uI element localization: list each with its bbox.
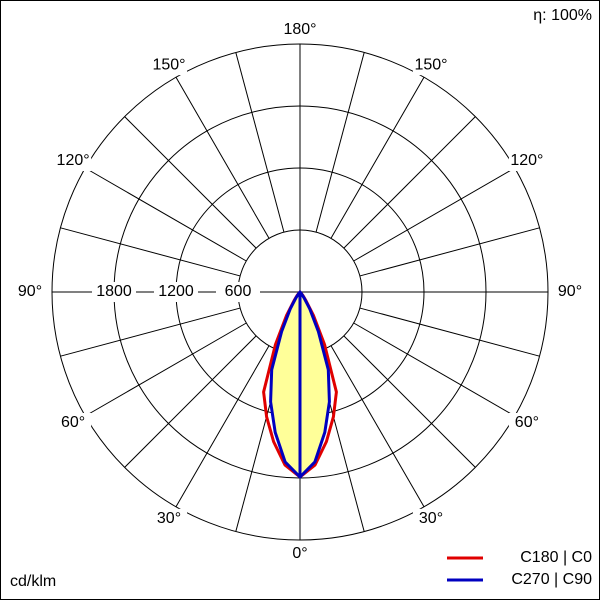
label-bg xyxy=(282,544,318,564)
grid-line xyxy=(175,76,270,239)
angle-label: 90° xyxy=(558,283,582,300)
unit-label: cd/klm xyxy=(10,573,56,590)
angle-label: 150° xyxy=(152,56,185,73)
grid-line xyxy=(124,116,257,249)
label-bg xyxy=(151,508,187,529)
label-bg xyxy=(55,151,92,171)
angle-label: 60° xyxy=(61,414,85,431)
r-tick-label: 1800 xyxy=(96,283,132,300)
label-bg xyxy=(508,151,545,171)
angle-label: 30° xyxy=(419,510,443,527)
grid-line xyxy=(353,322,516,417)
label-bg xyxy=(508,413,545,433)
label-bg xyxy=(12,282,48,302)
r-tick-label: 600 xyxy=(225,283,252,300)
label-bg xyxy=(216,282,260,302)
curve xyxy=(269,290,302,479)
grid-line xyxy=(343,116,476,249)
grid-line xyxy=(124,335,257,468)
r-tick-label: 1200 xyxy=(158,283,194,300)
angle-label: 30° xyxy=(157,510,181,527)
grid-line xyxy=(235,52,285,233)
grid-line xyxy=(315,52,365,233)
label-bg xyxy=(92,282,136,302)
label-bg xyxy=(552,282,588,302)
label-bg xyxy=(55,413,92,433)
legend-label: C270 | C90 xyxy=(511,571,592,588)
grid-line xyxy=(84,167,247,262)
angle-label: 90° xyxy=(18,283,42,300)
grid-line xyxy=(330,76,425,239)
efficiency-label: η: 100% xyxy=(533,7,592,24)
grid-line xyxy=(359,227,540,277)
grid-line xyxy=(84,322,247,417)
angle-label: 120° xyxy=(510,152,543,169)
grid-line xyxy=(343,335,476,468)
grid-line xyxy=(353,167,516,262)
label-bg xyxy=(151,55,187,76)
angle-label: 120° xyxy=(57,152,90,169)
grid-line xyxy=(175,345,270,508)
label-bg xyxy=(413,55,449,76)
grid-line xyxy=(60,307,241,357)
grid-line xyxy=(359,307,540,357)
legend-label: C180 | C0 xyxy=(520,549,592,566)
label-bg xyxy=(413,508,449,529)
label-bg xyxy=(154,282,198,302)
angle-label: 180° xyxy=(283,21,316,38)
angle-label: 60° xyxy=(515,414,539,431)
angle-label: 150° xyxy=(414,56,447,73)
label-bg xyxy=(282,20,318,40)
grid-line xyxy=(330,345,425,508)
grid-line xyxy=(60,227,241,277)
angle-label: 0° xyxy=(292,545,307,562)
